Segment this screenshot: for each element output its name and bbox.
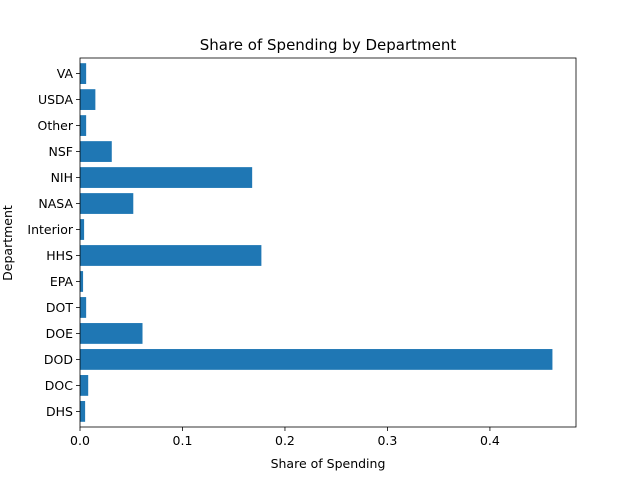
x-tick-label: 0.4 bbox=[480, 433, 500, 448]
ticks-layer: DHS DOC DOD DOE DOT EPA HHS Interior NASA NIH NSF O… bbox=[27, 66, 500, 448]
y-tick-label: VA bbox=[57, 66, 74, 81]
bar-nsf bbox=[80, 141, 112, 162]
bar-nasa bbox=[80, 193, 134, 214]
bar-dhs bbox=[80, 401, 86, 422]
y-tick-label: DOE bbox=[46, 326, 73, 341]
bar-usda bbox=[80, 89, 96, 110]
y-tick-label: DOC bbox=[45, 378, 73, 393]
bar-nih bbox=[80, 167, 253, 188]
chart-title: Share of Spending by Department bbox=[200, 36, 457, 54]
bar-doc bbox=[80, 375, 89, 396]
bar-dod bbox=[80, 349, 553, 370]
y-tick-label: DOT bbox=[46, 300, 73, 315]
bar-dot bbox=[80, 297, 87, 318]
x-tick-label: 0.0 bbox=[70, 433, 90, 448]
y-tick-label: Other bbox=[38, 118, 74, 133]
x-tick-label: 0.2 bbox=[275, 433, 295, 448]
x-tick-label: 0.3 bbox=[377, 433, 397, 448]
y-tick-label: DOD bbox=[44, 352, 73, 367]
y-tick-label: USDA bbox=[38, 92, 73, 107]
x-axis-label: Share of Spending bbox=[271, 456, 386, 471]
y-tick-label: NASA bbox=[38, 196, 73, 211]
y-tick-label: EPA bbox=[50, 274, 74, 289]
y-tick-label: NIH bbox=[51, 170, 73, 185]
x-tick-label: 0.1 bbox=[173, 433, 193, 448]
plot-frame bbox=[79, 57, 577, 428]
bar-hhs bbox=[80, 245, 262, 266]
y-axis-label: Department bbox=[0, 205, 15, 281]
bar-doe bbox=[80, 323, 143, 344]
bar-va bbox=[80, 63, 87, 84]
bars-layer bbox=[80, 63, 553, 422]
bar-epa bbox=[80, 271, 84, 292]
y-tick-label: Interior bbox=[27, 222, 73, 237]
bar-interior bbox=[80, 219, 85, 240]
bar-other bbox=[80, 115, 87, 136]
y-tick-label: NSF bbox=[49, 144, 73, 159]
y-tick-label: HHS bbox=[46, 248, 73, 263]
y-tick-label: DHS bbox=[46, 404, 73, 419]
